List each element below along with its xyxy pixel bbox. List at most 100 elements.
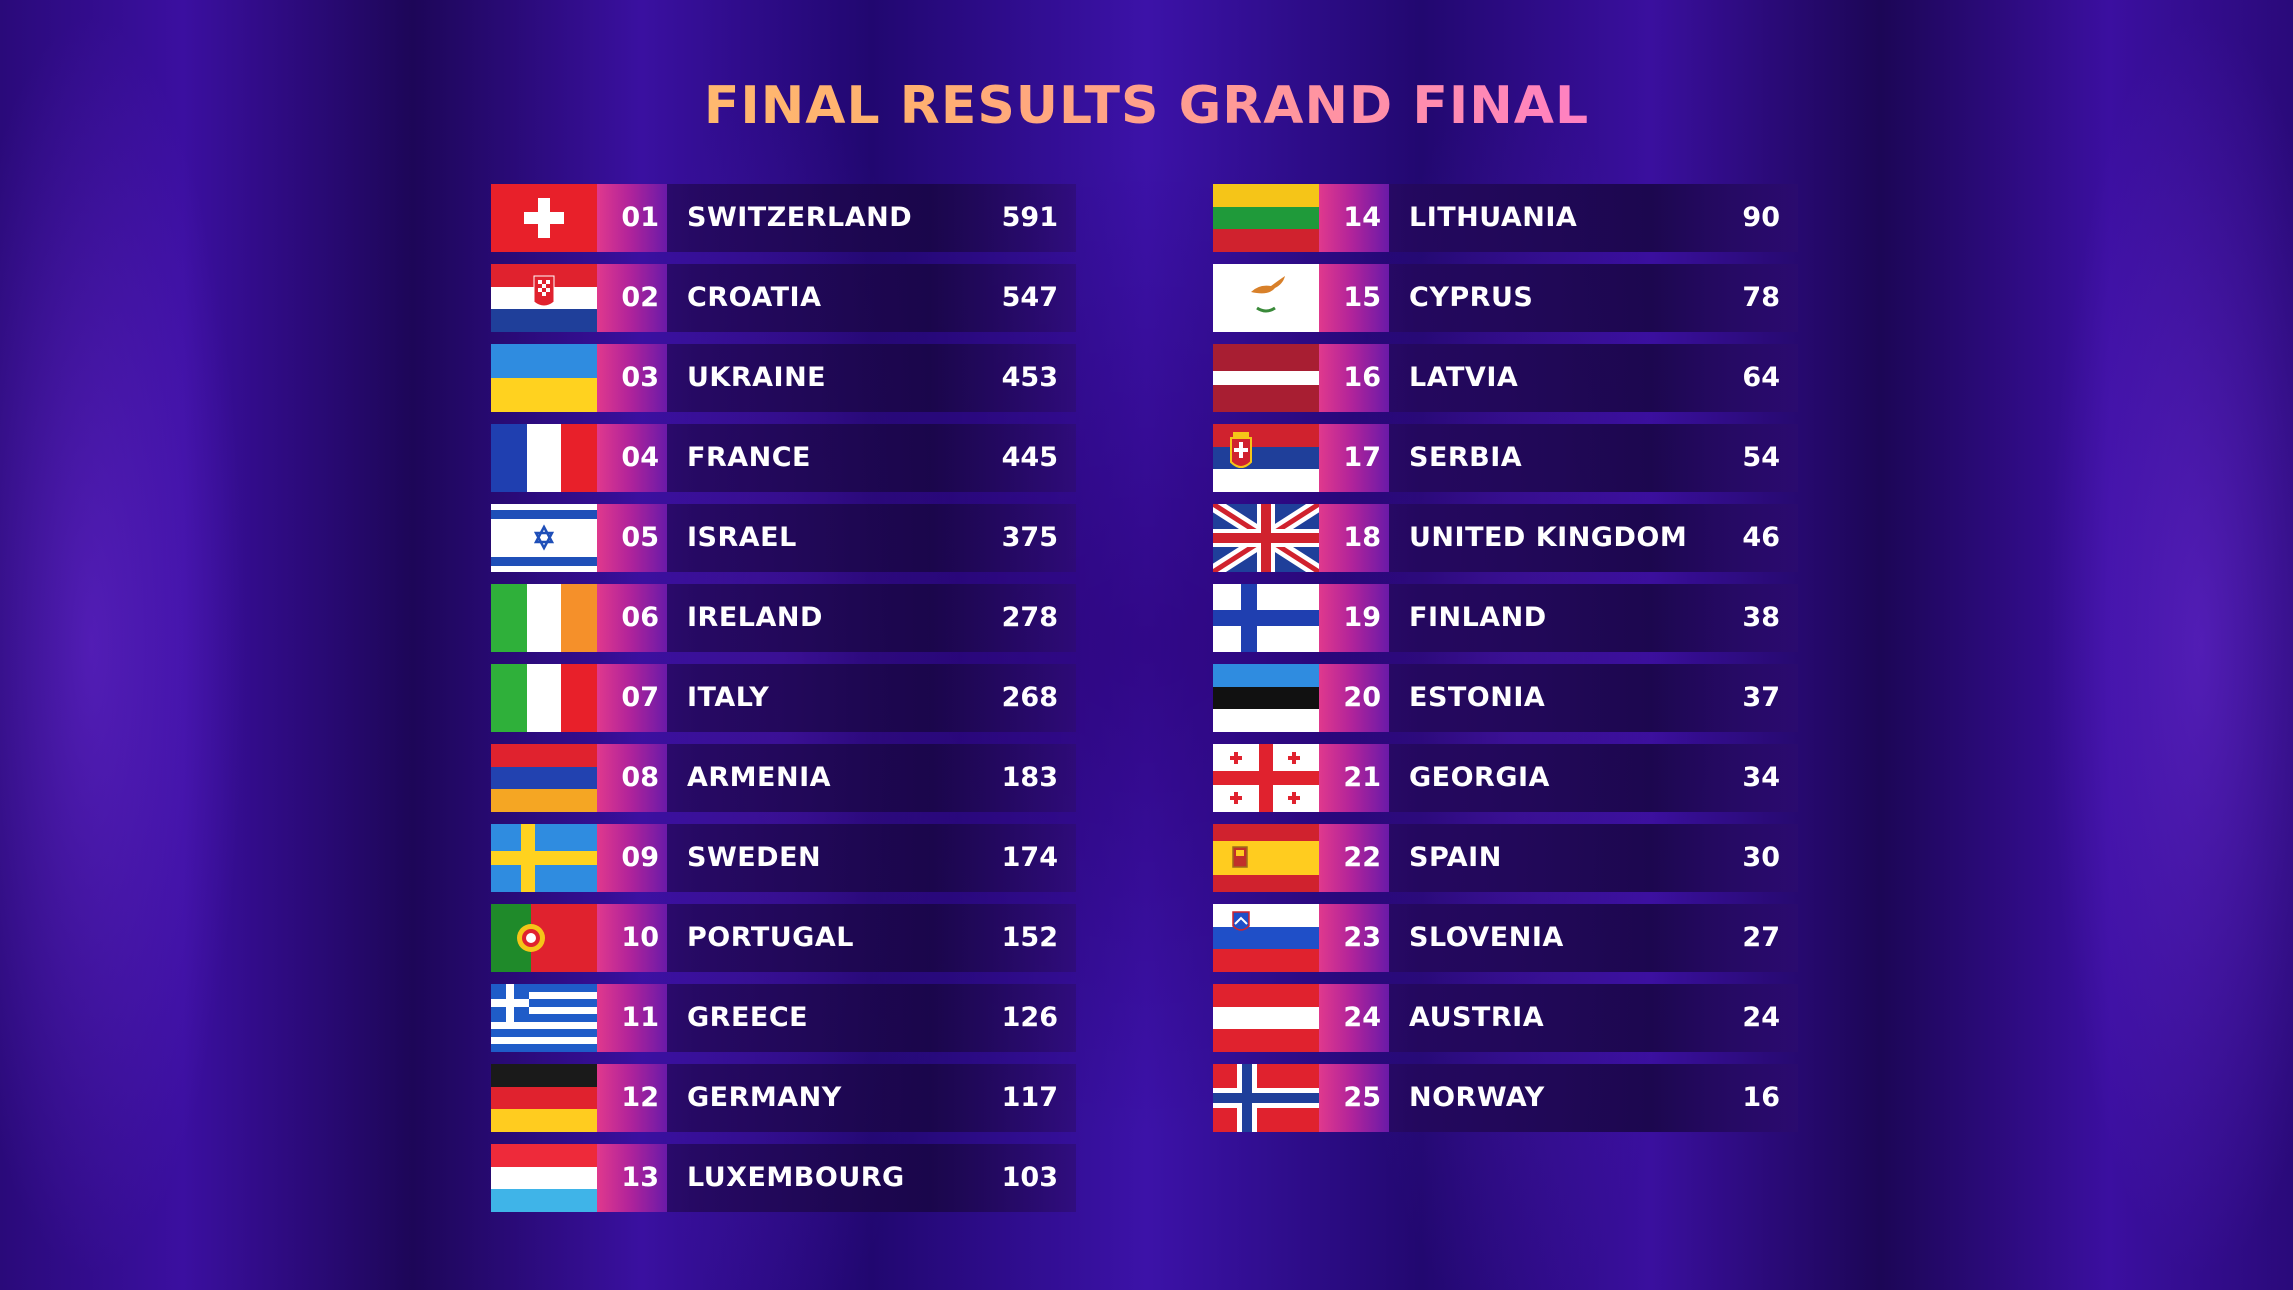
rank-number: 22 bbox=[1343, 842, 1381, 873]
rank-number: 13 bbox=[621, 1162, 659, 1193]
country-name: FRANCE bbox=[687, 442, 811, 473]
serbia-flag-icon bbox=[1213, 424, 1319, 492]
country-name: FINLAND bbox=[1409, 602, 1547, 633]
result-row: 24 AUSTRIA 24 bbox=[1213, 984, 1798, 1052]
points-value: 117 bbox=[1001, 1082, 1058, 1113]
points-value: 90 bbox=[1742, 202, 1780, 233]
country-name: AUSTRIA bbox=[1409, 1002, 1545, 1033]
rank-badge: 11 bbox=[597, 984, 667, 1052]
country-name: SERBIA bbox=[1409, 442, 1523, 473]
points-value: 445 bbox=[1001, 442, 1058, 473]
rank-badge: 02 bbox=[597, 264, 667, 332]
rank-number: 24 bbox=[1343, 1002, 1381, 1033]
rank-badge: 23 bbox=[1319, 904, 1389, 972]
rank-badge: 21 bbox=[1319, 744, 1389, 812]
result-row: 25 NORWAY 16 bbox=[1213, 1064, 1798, 1132]
result-row: 15 CYPRUS 78 bbox=[1213, 264, 1798, 332]
luxembourg-flag-icon bbox=[491, 1144, 597, 1212]
result-row: 04 FRANCE 445 bbox=[491, 424, 1076, 492]
finland-flag-icon bbox=[1213, 584, 1319, 652]
rank-number: 03 bbox=[621, 362, 659, 393]
rank-number: 11 bbox=[621, 1002, 659, 1033]
country-name: IRELAND bbox=[687, 602, 823, 633]
country-name: LATVIA bbox=[1409, 362, 1519, 393]
country-name: CROATIA bbox=[687, 282, 822, 313]
lithuania-flag-icon bbox=[1213, 184, 1319, 252]
country-name: GREECE bbox=[687, 1002, 809, 1033]
country-name: SWEDEN bbox=[687, 842, 822, 873]
points-value: 591 bbox=[1001, 202, 1058, 233]
result-row: 16 LATVIA 64 bbox=[1213, 344, 1798, 412]
country-name: SPAIN bbox=[1409, 842, 1502, 873]
country-name: NORWAY bbox=[1409, 1082, 1545, 1113]
points-value: 375 bbox=[1001, 522, 1058, 553]
country-name: ARMENIA bbox=[687, 762, 832, 793]
rank-badge: 14 bbox=[1319, 184, 1389, 252]
result-row: 18 UNITED KINGDOM 46 bbox=[1213, 504, 1798, 572]
result-row: 05 ISRAEL 375 bbox=[491, 504, 1076, 572]
page-title: FINAL RESULTS GRAND FINAL bbox=[0, 76, 2293, 136]
country-name: PORTUGAL bbox=[687, 922, 854, 953]
points-value: 103 bbox=[1001, 1162, 1058, 1193]
rank-number: 17 bbox=[1343, 442, 1381, 473]
cyprus-flag-icon bbox=[1213, 264, 1319, 332]
croatia-flag-icon bbox=[491, 264, 597, 332]
result-row: 01 SWITZERLAND 591 bbox=[491, 184, 1076, 252]
points-value: 34 bbox=[1742, 762, 1780, 793]
result-row: 13 LUXEMBOURG 103 bbox=[491, 1144, 1076, 1212]
switzerland-flag-icon bbox=[491, 184, 597, 252]
rank-badge: 12 bbox=[597, 1064, 667, 1132]
rank-number: 14 bbox=[1343, 202, 1381, 233]
rank-badge: 01 bbox=[597, 184, 667, 252]
points-value: 278 bbox=[1001, 602, 1058, 633]
slovenia-flag-icon bbox=[1213, 904, 1319, 972]
rank-number: 04 bbox=[621, 442, 659, 473]
result-row: 22 SPAIN 30 bbox=[1213, 824, 1798, 892]
points-value: 46 bbox=[1742, 522, 1780, 553]
rank-number: 02 bbox=[621, 282, 659, 313]
rank-badge: 06 bbox=[597, 584, 667, 652]
rank-number: 15 bbox=[1343, 282, 1381, 313]
country-name: SWITZERLAND bbox=[687, 202, 913, 233]
result-row: 17 SERBIA 54 bbox=[1213, 424, 1798, 492]
rank-number: 12 bbox=[621, 1082, 659, 1113]
rank-badge: 08 bbox=[597, 744, 667, 812]
united-kingdom-flag-icon bbox=[1213, 504, 1319, 572]
rank-number: 20 bbox=[1343, 682, 1381, 713]
rank-number: 21 bbox=[1343, 762, 1381, 793]
points-value: 183 bbox=[1001, 762, 1058, 793]
rank-badge: 17 bbox=[1319, 424, 1389, 492]
result-row: 23 SLOVENIA 27 bbox=[1213, 904, 1798, 972]
rank-number: 07 bbox=[621, 682, 659, 713]
ukraine-flag-icon bbox=[491, 344, 597, 412]
rank-badge: 04 bbox=[597, 424, 667, 492]
country-name: UKRAINE bbox=[687, 362, 827, 393]
rank-badge: 19 bbox=[1319, 584, 1389, 652]
points-value: 268 bbox=[1001, 682, 1058, 713]
rank-badge: 24 bbox=[1319, 984, 1389, 1052]
points-value: 37 bbox=[1742, 682, 1780, 713]
rank-badge: 22 bbox=[1319, 824, 1389, 892]
points-value: 126 bbox=[1001, 1002, 1058, 1033]
portugal-flag-icon bbox=[491, 904, 597, 972]
country-name: SLOVENIA bbox=[1409, 922, 1564, 953]
country-name: CYPRUS bbox=[1409, 282, 1534, 313]
points-value: 24 bbox=[1742, 1002, 1780, 1033]
rank-number: 16 bbox=[1343, 362, 1381, 393]
rank-badge: 15 bbox=[1319, 264, 1389, 332]
rank-badge: 16 bbox=[1319, 344, 1389, 412]
results-column-left: 01 SWITZERLAND 591 02 CROATIA 547 03 UKR… bbox=[491, 184, 1076, 1224]
points-value: 64 bbox=[1742, 362, 1780, 393]
country-name: LITHUANIA bbox=[1409, 202, 1578, 233]
rank-number: 08 bbox=[621, 762, 659, 793]
rank-badge: 03 bbox=[597, 344, 667, 412]
result-row: 03 UKRAINE 453 bbox=[491, 344, 1076, 412]
result-row: 19 FINLAND 38 bbox=[1213, 584, 1798, 652]
sweden-flag-icon bbox=[491, 824, 597, 892]
points-value: 30 bbox=[1742, 842, 1780, 873]
points-value: 547 bbox=[1001, 282, 1058, 313]
rank-number: 09 bbox=[621, 842, 659, 873]
points-value: 78 bbox=[1742, 282, 1780, 313]
rank-number: 25 bbox=[1343, 1082, 1381, 1113]
